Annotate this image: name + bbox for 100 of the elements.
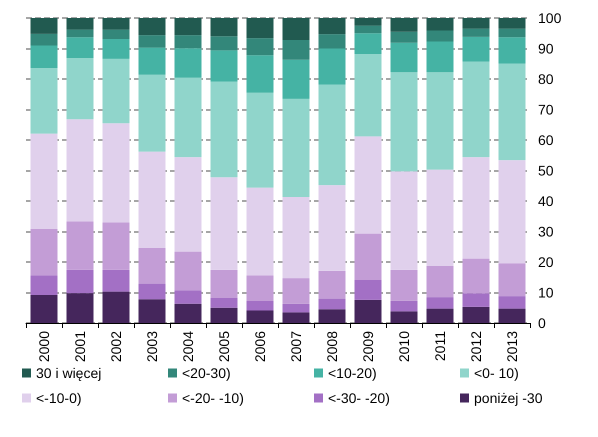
x-tick-label: 2001 [72, 330, 88, 362]
bar [318, 270, 346, 299]
bar [318, 18, 346, 34]
bar [282, 278, 310, 304]
bar [30, 68, 58, 134]
bar [246, 188, 274, 276]
legend-label: <-30- -20) [328, 390, 390, 406]
bar [174, 18, 202, 36]
legend-label: <-10-0) [36, 390, 82, 406]
y-tick-label: 10 [538, 284, 554, 300]
y-tick-label: 80 [538, 71, 554, 87]
bar [66, 18, 94, 30]
bar [66, 58, 94, 120]
bar [66, 119, 94, 222]
bar [426, 18, 454, 31]
bar [246, 18, 274, 38]
bar [390, 42, 418, 72]
bar [138, 48, 166, 75]
bar [102, 222, 130, 270]
bar [246, 310, 274, 323]
bar [282, 197, 310, 278]
bar [426, 266, 454, 298]
x-tick-label: 2010 [396, 330, 412, 362]
bar [138, 152, 166, 248]
x-tick-label: 2002 [108, 330, 124, 362]
bar [102, 30, 130, 40]
y-tick-label: 20 [538, 254, 554, 270]
bar [390, 171, 418, 270]
x-tick-label: 2007 [288, 330, 304, 362]
bar [174, 304, 202, 323]
bar [426, 297, 454, 309]
bar [354, 18, 382, 26]
y-tick-label: 70 [538, 102, 554, 118]
bar [462, 36, 490, 62]
bar [174, 157, 202, 252]
bar [390, 270, 418, 301]
bar [174, 252, 202, 290]
bar [30, 275, 58, 295]
bar [210, 177, 238, 270]
bar [138, 284, 166, 300]
bar [318, 48, 346, 84]
bar [102, 270, 130, 292]
bar [30, 229, 58, 276]
bar [138, 248, 166, 284]
bar [282, 40, 310, 60]
bar [390, 32, 418, 43]
bar [30, 18, 58, 34]
y-tick-label: 30 [538, 224, 554, 240]
bar [174, 35, 202, 48]
legend-label: <20-30) [182, 365, 231, 381]
bar [426, 41, 454, 72]
x-tick-label: 2008 [324, 330, 340, 362]
bar [30, 294, 58, 323]
bar [282, 312, 310, 323]
bar [174, 290, 202, 304]
bar [390, 18, 418, 32]
bar [30, 134, 58, 230]
bar [318, 185, 346, 271]
bar [498, 28, 526, 38]
bar [138, 299, 166, 323]
bar [210, 18, 238, 36]
bar [102, 18, 130, 30]
y-tick-label: 100 [538, 10, 562, 26]
bar [282, 60, 310, 99]
bar [498, 296, 526, 309]
legend-label: 30 i więcej [36, 365, 102, 381]
bar [462, 62, 490, 158]
bar [354, 33, 382, 54]
bar [138, 35, 166, 48]
bar [498, 263, 526, 296]
bar [354, 300, 382, 323]
y-tick-label: 50 [538, 162, 554, 178]
bar [498, 160, 526, 264]
bar [210, 36, 238, 50]
bar [66, 30, 94, 38]
legend-label: <10-20) [328, 365, 377, 381]
bar [174, 78, 202, 158]
y-tick-label: 90 [538, 40, 554, 56]
legend-label: <-20- -10) [182, 390, 244, 406]
bar [102, 292, 130, 323]
bar [498, 37, 526, 64]
x-tick-label: 2012 [468, 330, 484, 362]
bar [318, 84, 346, 186]
legend-label: <0- 10) [474, 365, 519, 381]
bar [138, 18, 166, 36]
bar [462, 18, 490, 29]
bar [462, 293, 490, 307]
bar [66, 221, 94, 270]
bar [102, 58, 130, 124]
bar [210, 298, 238, 308]
bar [354, 54, 382, 136]
bar [66, 293, 94, 323]
x-tick-label: 2013 [504, 330, 520, 362]
bar [30, 34, 58, 46]
bar [462, 28, 490, 37]
y-tick-label: 0 [538, 315, 546, 331]
bar [498, 308, 526, 323]
x-tick-label: 2004 [180, 330, 196, 362]
bar [102, 123, 130, 222]
bar [498, 63, 526, 160]
